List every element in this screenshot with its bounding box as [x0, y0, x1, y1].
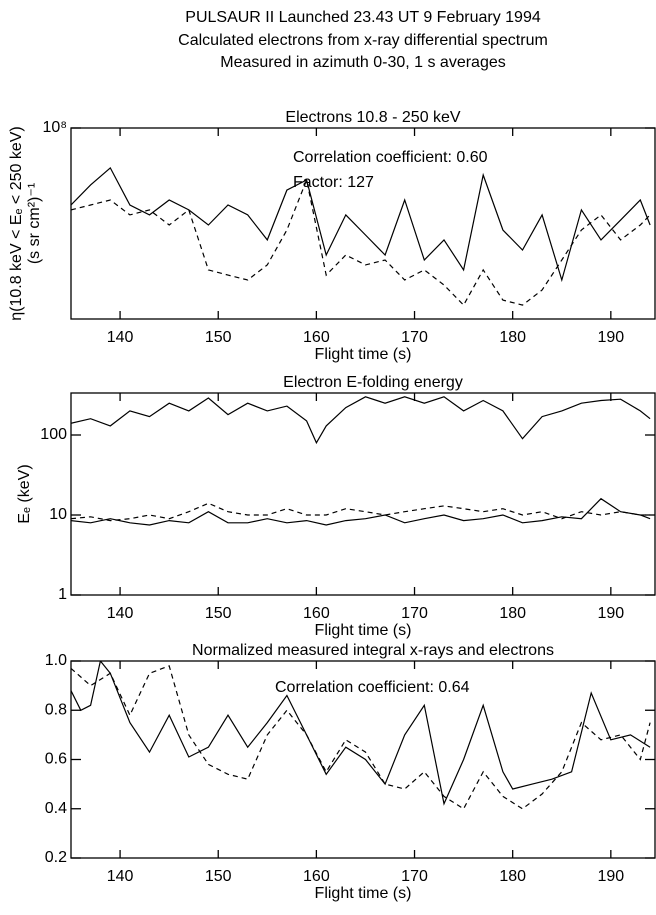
- data-line: [71, 177, 651, 307]
- x-tick-label: 140: [107, 868, 134, 885]
- y-axis-label: η(10.8 keV < Eₑ < 250 keV): [8, 126, 25, 321]
- x-tick-label: 140: [107, 329, 134, 346]
- data-line: [71, 661, 651, 806]
- x-axis-label: Flight time (s): [315, 885, 412, 902]
- data-line: [71, 166, 651, 283]
- annotation: Correlation coefficient: 0.60: [293, 149, 488, 166]
- x-axis-label: Flight time (s): [315, 346, 412, 363]
- x-tick-label: 170: [401, 605, 428, 622]
- x-tick-label: 180: [499, 868, 526, 885]
- plot-frame: [70, 127, 656, 320]
- data-line: [71, 502, 651, 522]
- y-tick-label: 0.2: [45, 849, 67, 866]
- panel-title: Electrons 10.8 - 250 keV: [285, 109, 461, 126]
- x-tick-label: 190: [597, 605, 624, 622]
- x-tick-label: 180: [499, 605, 526, 622]
- data-line: [71, 665, 651, 810]
- y-tick-label: 0.4: [45, 800, 67, 817]
- x-tick-label: 190: [597, 329, 624, 346]
- y-tick-label: 1: [58, 586, 67, 603]
- x-tick-label: 150: [205, 605, 232, 622]
- x-tick-label: 170: [401, 329, 428, 346]
- x-tick-label: 150: [205, 868, 232, 885]
- data-line: [71, 497, 651, 526]
- x-axis-label: Flight time (s): [315, 622, 412, 639]
- figure-title: Calculated electrons from x-ray differen…: [178, 32, 548, 49]
- data-line: [71, 396, 651, 445]
- plot-frame: [70, 392, 656, 596]
- x-tick-label: 150: [205, 329, 232, 346]
- panel-title: Normalized measured integral x-rays and …: [192, 642, 554, 659]
- y-tick-label: 0.8: [45, 701, 67, 718]
- y-tick-label: 10: [49, 506, 67, 523]
- x-tick-label: 180: [499, 329, 526, 346]
- y-tick-label: 10⁸: [42, 119, 67, 136]
- figure-title: Measured in azimuth 0-30, 1 s averages: [220, 54, 505, 71]
- figure-title: PULSAUR II Launched 23.43 UT 9 February …: [185, 9, 541, 26]
- panel-title: Electron E-folding energy: [283, 374, 463, 391]
- annotation: Correlation coefficient: 0.64: [275, 679, 470, 696]
- x-tick-label: 190: [597, 868, 624, 885]
- y-tick-label: 1.0: [45, 652, 67, 669]
- x-tick-label: 140: [107, 605, 134, 622]
- x-tick-label: 160: [303, 868, 330, 885]
- y-tick-label: 0.6: [45, 751, 67, 768]
- y-axis-label: Eₑ (keV): [16, 464, 33, 523]
- annotation: Factor: 127: [293, 174, 374, 191]
- y-tick-label: 100: [40, 426, 67, 443]
- x-tick-label: 170: [401, 868, 428, 885]
- x-tick-label: 160: [303, 605, 330, 622]
- x-tick-label: 160: [303, 329, 330, 346]
- y-axis-label: (s sr cm²)⁻¹: [26, 183, 43, 264]
